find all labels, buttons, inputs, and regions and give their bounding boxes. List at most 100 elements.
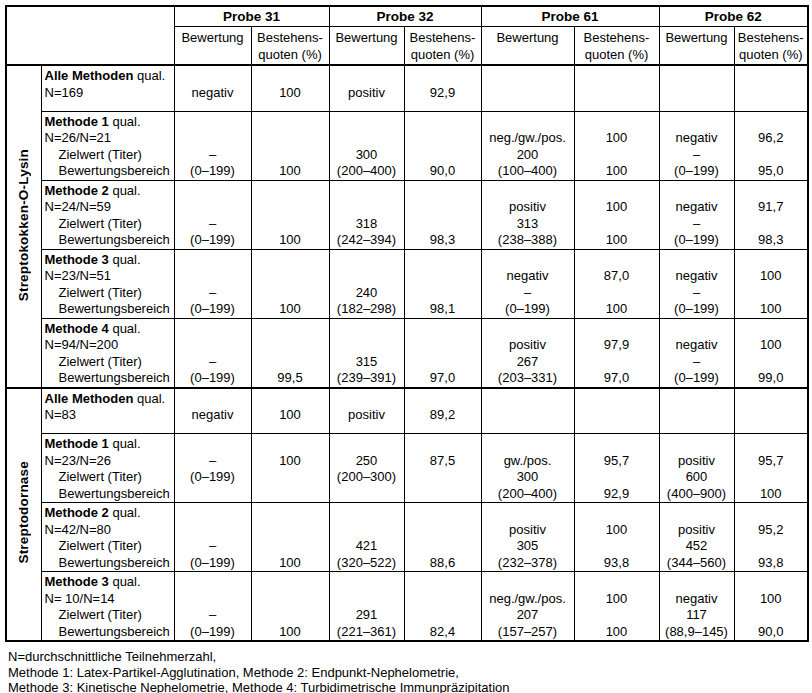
cell-line: [738, 321, 805, 338]
cell-line: [408, 505, 478, 522]
cell-line: [255, 68, 326, 85]
cell-line: –: [663, 147, 731, 164]
cell-line: –: [178, 147, 248, 164]
cell-line: [333, 522, 401, 539]
cell-line: negativ: [663, 337, 731, 354]
cell-line: (0–199): [178, 163, 248, 180]
cell-line: [408, 538, 478, 555]
cell-bestehensquote: 95,7 92,9: [574, 434, 659, 503]
row-label-line: N=24/N=59: [45, 199, 171, 216]
cell-line: (320–522): [333, 555, 401, 572]
cell-line: 100: [578, 130, 656, 147]
cell-bewertung: 250(200–300): [329, 434, 404, 503]
cell-bewertung: –(0–199): [174, 180, 251, 249]
table-row: Methode 1 qual.N=23/N=26Zielwert (Titer)…: [6, 434, 808, 503]
cell-line: [663, 505, 731, 522]
table-row: StreptodornaseAlle Methoden qual.N=83 ne…: [6, 388, 808, 434]
cell-line: [178, 486, 248, 503]
cell-line: negativ: [663, 199, 731, 216]
row-label-line: Bewertungsbereich: [45, 370, 171, 387]
cell-bewertung: negativ–(0–199): [659, 249, 734, 318]
cell-line: [663, 391, 731, 408]
cell-line: (400–900): [663, 486, 731, 503]
cell-line: 300: [333, 147, 401, 164]
cell-line: 100: [255, 624, 326, 641]
cell-line: [663, 114, 731, 131]
group-label-streptodornase: Streptodornase: [6, 388, 41, 642]
cell-line: [178, 130, 248, 147]
cell-line: [738, 216, 805, 233]
cell-line: 100: [578, 163, 656, 180]
cell-bestehensquote: 97,0: [404, 318, 481, 388]
cell-line: [738, 285, 805, 302]
row-label-cell: Methode 2 qual.N=42/N=80Zielwert (Titer)…: [41, 503, 174, 572]
cell-line: [178, 505, 248, 522]
cell-line: 100: [255, 232, 326, 249]
cell-line: [333, 183, 401, 200]
group-label-text: Streptokokken-O-Lysin: [16, 149, 31, 301]
cell-line: 100: [578, 522, 656, 539]
cell-line: (0–199): [178, 301, 248, 318]
cell-line: [485, 68, 571, 85]
cell-line: 100: [578, 624, 656, 641]
cell-bewertung: negativ–(0–199): [481, 249, 574, 318]
cell-bestehensquote: 98,3: [404, 180, 481, 249]
table-row: Methode 1 qual.N=26/N=21Zielwert (Titer)…: [6, 111, 808, 180]
cell-line: [255, 268, 326, 285]
cell-line: negativ: [485, 268, 571, 285]
cell-bewertung: neg./gw./pos.200(100–400): [481, 111, 574, 180]
cell-line: [408, 130, 478, 147]
cell-bestehensquote: 100: [251, 111, 329, 180]
cell-line: 315: [333, 354, 401, 371]
row-label-line: Bewertungsbereich: [45, 163, 171, 180]
footnote-line: N=durchschnittliche Teilnehmerzahl,: [8, 649, 812, 665]
cell-line: [333, 574, 401, 591]
cell-line: [578, 538, 656, 555]
cell-line: [738, 114, 805, 131]
cell-bewertung: positiv305(232–378): [481, 503, 574, 572]
row-label-line: Methode 3 qual.: [45, 252, 171, 269]
row-label-line: N=169: [45, 85, 171, 102]
cell-line: [408, 68, 478, 85]
cell-bewertung: negativ117(88,9–145): [659, 572, 734, 642]
row-label-line: N=23/N=51: [45, 268, 171, 285]
cell-line: positiv: [663, 453, 731, 470]
cell-line: 91,7: [738, 199, 805, 216]
bewertung-header: Bewertung: [481, 27, 574, 66]
row-label-line: Zielwert (Titer): [45, 538, 171, 555]
bewertung-header: Bewertung: [174, 27, 251, 66]
cell-line: 313: [485, 216, 571, 233]
cell-bestehensquote: 100: [251, 503, 329, 572]
cell-line: 240: [333, 285, 401, 302]
cell-line: [738, 505, 805, 522]
row-label-cell: Methode 1 qual.N=23/N=26Zielwert (Titer)…: [41, 434, 174, 503]
cell-line: [663, 407, 731, 424]
row-label-line: Zielwert (Titer): [45, 469, 171, 486]
cell-bestehensquote: 100 100: [574, 180, 659, 249]
cell-line: (232–378): [485, 555, 571, 572]
row-label-cell: Methode 1 qual.N=26/N=21Zielwert (Titer)…: [41, 111, 174, 180]
footnotes: N=durchschnittliche Teilnehmerzahl, Meth…: [8, 649, 812, 693]
ringversuch-results-table: Probe 31 Probe 32 Probe 61 Probe 62 Bewe…: [5, 5, 809, 642]
cell-line: 200: [485, 147, 571, 164]
table-row: Streptokokken-O-LysinAlle Methoden qual.…: [6, 65, 808, 111]
page: Probe 31 Probe 32 Probe 61 Probe 62 Bewe…: [0, 0, 812, 693]
cell-line: [178, 337, 248, 354]
cell-line: [578, 505, 656, 522]
cell-line: [255, 252, 326, 269]
cell-bewertung: 421(320–522): [329, 503, 404, 572]
row-label-line: Methode 2 qual.: [45, 505, 171, 522]
cell-line: 99,5: [255, 370, 326, 387]
cell-bewertung: positiv600(400–900): [659, 434, 734, 503]
cell-line: –: [663, 354, 731, 371]
cell-line: [578, 607, 656, 624]
cell-line: [255, 486, 326, 503]
cell-line: [738, 147, 805, 164]
row-label-line: Methode 4 qual.: [45, 321, 171, 338]
cell-line: 98,3: [408, 232, 478, 249]
row-label-line: Zielwert (Titer): [45, 607, 171, 624]
row-label-line: N= 10/N=14: [45, 591, 171, 608]
cell-line: –: [178, 453, 248, 470]
table-row: Methode 3 qual.N= 10/N=14Zielwert (Titer…: [6, 572, 808, 642]
row-label-line: Alle Methoden qual.: [45, 391, 171, 408]
